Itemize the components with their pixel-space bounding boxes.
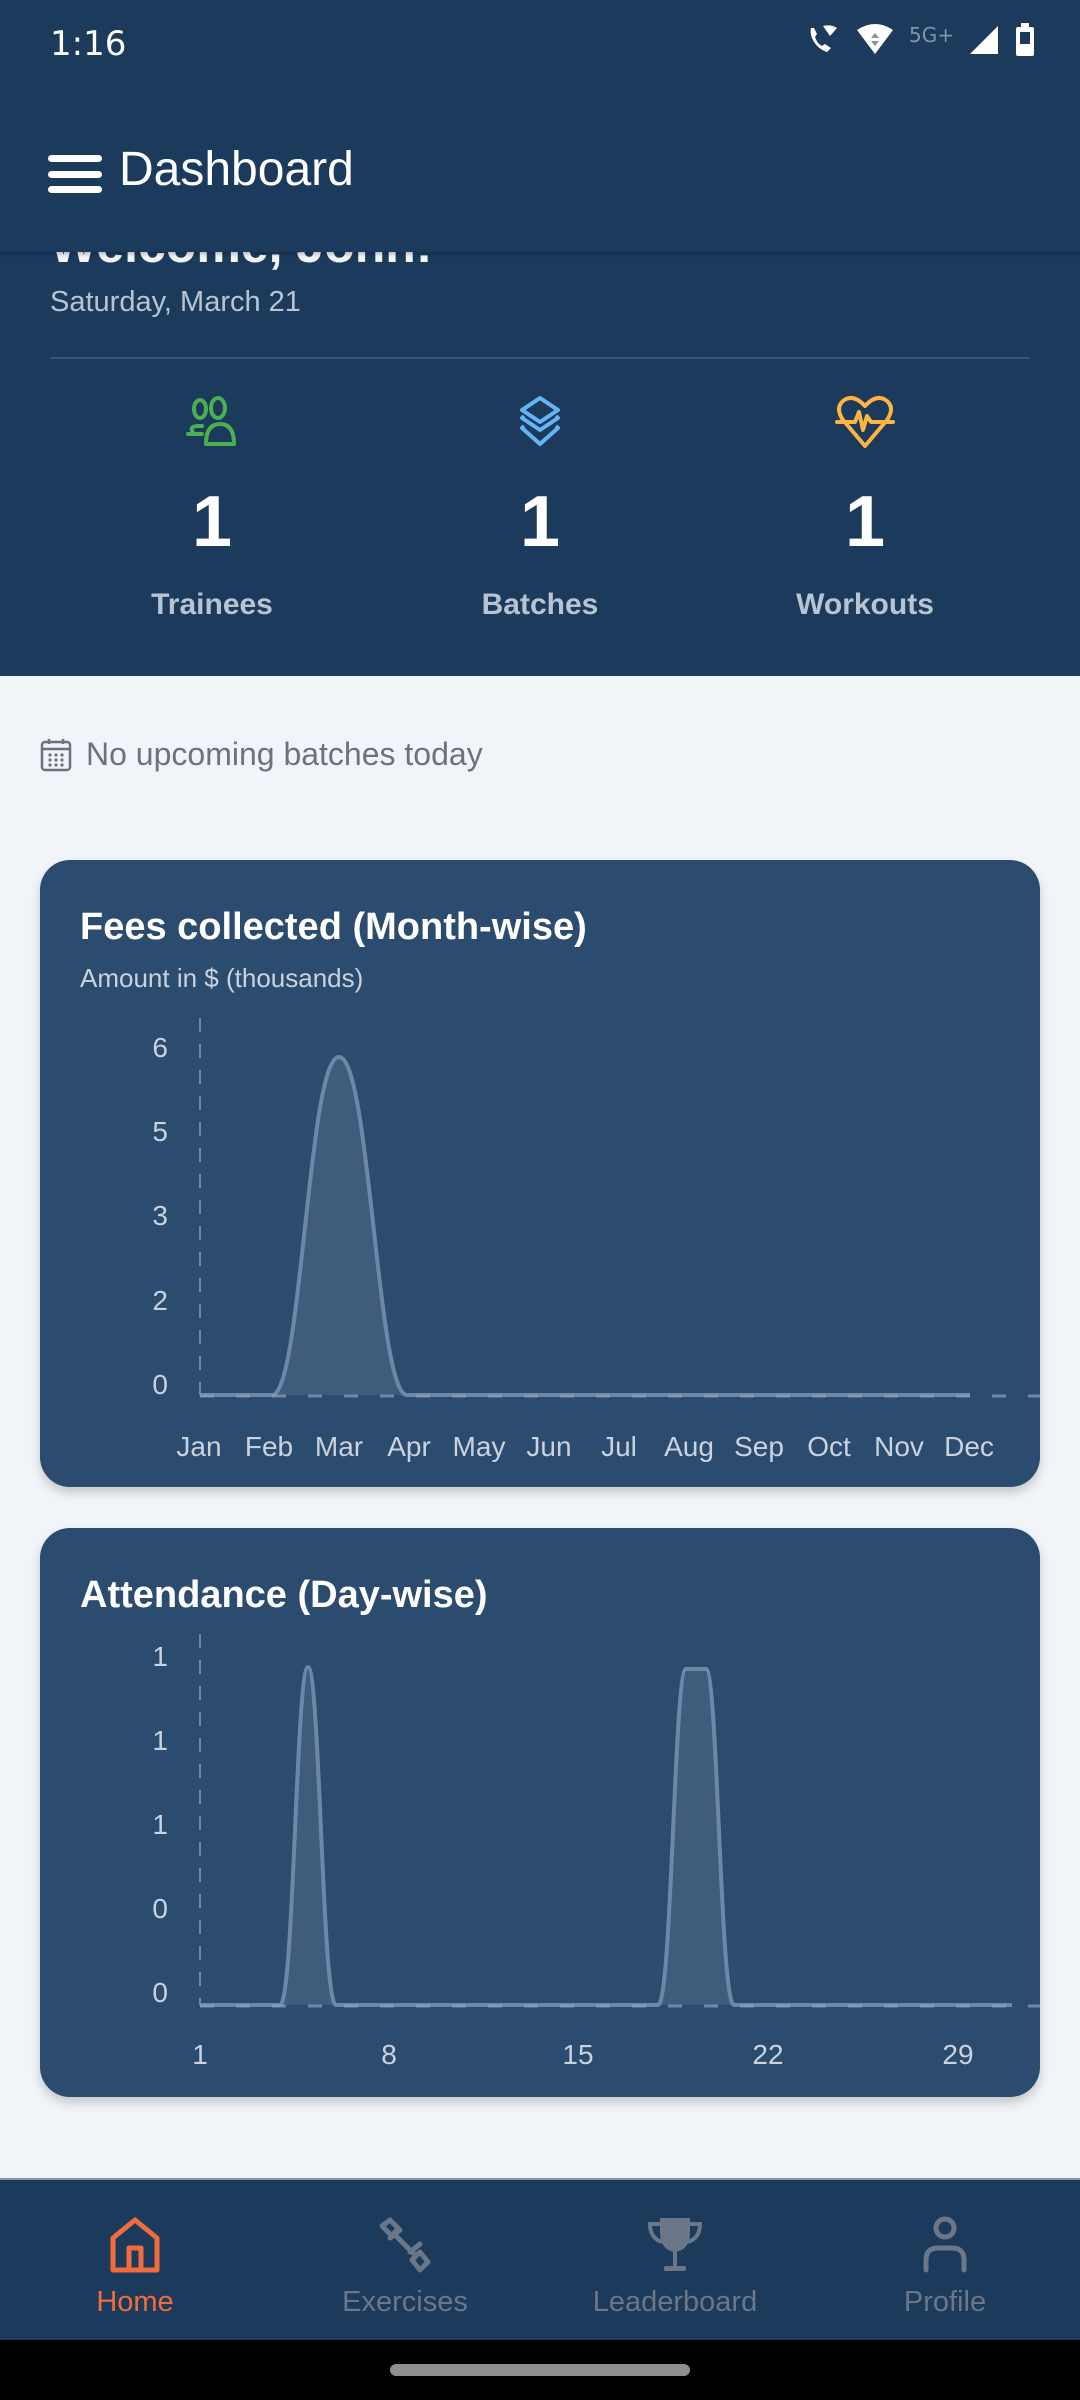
- attendance-chart-card: Attendance (Day-wise) 1 1 1 0 0 1 8 15 2…: [40, 1528, 1040, 2097]
- wifi-calling-icon: [810, 25, 838, 52]
- users-icon: [186, 396, 236, 446]
- stat-label: Batches: [481, 588, 599, 621]
- current-date: Saturday, March 21: [50, 286, 301, 318]
- nav-exercises[interactable]: Exercises: [270, 2180, 540, 2340]
- user-icon: [923, 2216, 967, 2273]
- svg-text:8: 8: [381, 2039, 397, 2070]
- system-gesture-bar: [0, 2340, 1080, 2400]
- status-time: 1:16: [50, 24, 127, 64]
- home-icon: [110, 2217, 160, 2273]
- stat-value: 1: [519, 482, 561, 562]
- nav-label: Profile: [903, 2286, 987, 2318]
- svg-text:1: 1: [192, 2039, 208, 2070]
- svg-text:Dec: Dec: [944, 1431, 994, 1462]
- app-header: Dashboard: [0, 90, 1080, 252]
- status-icons: 5G+: [805, 22, 1036, 58]
- notice-text: No upcoming batches today: [86, 736, 483, 772]
- nav-label: Exercises: [342, 2286, 468, 2318]
- y-tick: 5: [152, 1116, 168, 1147]
- cell-signal-icon: [970, 26, 998, 54]
- svg-text:Apr: Apr: [387, 1431, 431, 1462]
- fees-chart-card: Fees collected (Month-wise) Amount in $ …: [40, 860, 1040, 1487]
- svg-text:22: 22: [752, 2039, 783, 2070]
- page-title: Dashboard: [119, 143, 354, 196]
- trophy-icon: [647, 2218, 703, 2271]
- bottom-nav: Home Exercises Leaderboard Profi: [0, 2178, 1080, 2340]
- stat-batches[interactable]: 1 Batches: [390, 390, 690, 622]
- y-tick: 3: [152, 1200, 168, 1231]
- chart-subtitle: Amount in $ (thousands): [80, 963, 364, 993]
- svg-text:Jun: Jun: [526, 1431, 571, 1462]
- y-tick: 2: [152, 1285, 168, 1316]
- stat-value: 1: [191, 482, 233, 562]
- nav-home[interactable]: Home: [0, 2180, 270, 2340]
- svg-text:Jan: Jan: [176, 1431, 221, 1462]
- svg-text:Aug: Aug: [664, 1431, 714, 1462]
- network-type: 5G+: [909, 23, 954, 47]
- svg-text:15: 15: [562, 2039, 593, 2070]
- divider: [50, 357, 1030, 359]
- nav-label: Leaderboard: [592, 2286, 758, 2318]
- svg-text:May: May: [453, 1431, 506, 1462]
- svg-text:Oct: Oct: [807, 1431, 851, 1462]
- svg-text:Nov: Nov: [874, 1431, 924, 1462]
- svg-text:Jul: Jul: [601, 1431, 637, 1462]
- heart-pulse-icon: [835, 395, 895, 448]
- status-bar: 1:16 5G+: [0, 0, 1080, 90]
- home-gesture-handle[interactable]: [390, 2364, 690, 2376]
- nav-label: Home: [96, 2286, 174, 2318]
- svg-text:1: 1: [152, 1809, 168, 1840]
- svg-text:Mar: Mar: [315, 1431, 363, 1462]
- stat-trainees[interactable]: 1 Trainees: [62, 390, 362, 622]
- layers-icon: [520, 396, 560, 446]
- stat-label: Workouts: [796, 588, 934, 621]
- stat-label: Trainees: [151, 588, 273, 621]
- stat-workouts[interactable]: 1 Workouts: [715, 390, 1015, 622]
- chart-title: Fees collected (Month-wise): [80, 906, 587, 948]
- chart-title: Attendance (Day-wise): [80, 1574, 488, 1616]
- attendance-area-chart: 1 1 1 0 0 1 8 15 22 29: [152, 1634, 1040, 2070]
- svg-text:Sep: Sep: [734, 1431, 784, 1462]
- svg-text:1: 1: [152, 1641, 168, 1672]
- wifi-icon: [857, 24, 894, 54]
- y-tick: 6: [152, 1032, 168, 1063]
- nav-profile[interactable]: Profile: [810, 2180, 1080, 2340]
- stat-value: 1: [844, 482, 886, 562]
- upcoming-batches-notice: No upcoming batches today: [40, 736, 483, 773]
- fees-area-chart: 6 5 3 2 0 Jan Feb Mar Apr May Jun Jul Au…: [152, 1018, 1040, 1462]
- nav-leaderboard[interactable]: Leaderboard: [540, 2180, 810, 2340]
- svg-text:0: 0: [152, 1977, 168, 2008]
- hamburger-menu-icon[interactable]: [48, 155, 102, 193]
- y-tick: 0: [152, 1369, 168, 1400]
- svg-text:Feb: Feb: [245, 1431, 293, 1462]
- svg-text:0: 0: [152, 1893, 168, 1924]
- calendar-icon: [40, 738, 72, 771]
- dumbbell-icon: [379, 2217, 431, 2273]
- svg-text:29: 29: [942, 2039, 973, 2070]
- battery-icon: [1016, 23, 1034, 56]
- svg-text:1: 1: [152, 1725, 168, 1756]
